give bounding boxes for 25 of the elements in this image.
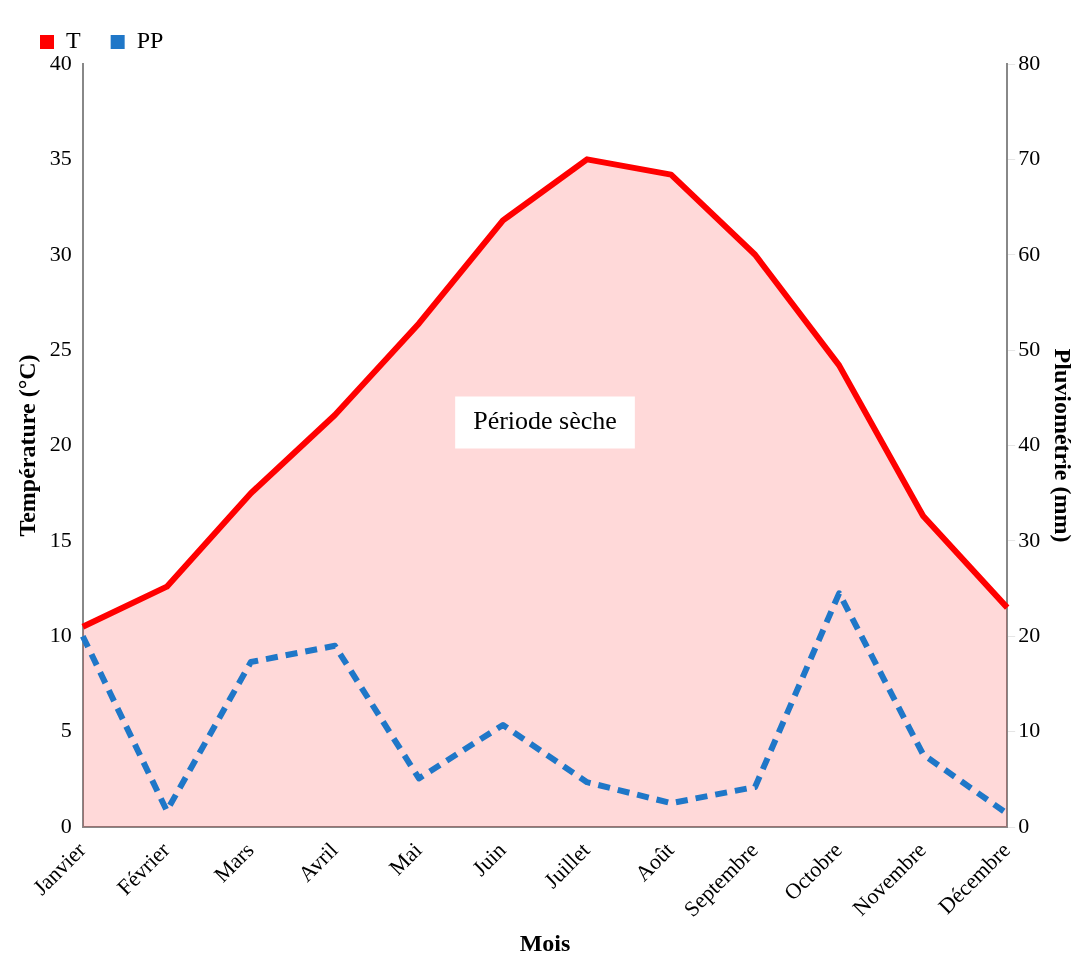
legend-label: PP — [136, 27, 164, 54]
annotation: Période sèche — [473, 406, 617, 436]
y2-tick-label: 10 — [1018, 717, 1041, 743]
y2-tick-label: 70 — [1018, 145, 1041, 171]
y2-axis-title: Pluviométrie (mm) — [1050, 348, 1077, 543]
y-tick-label: 0 — [60, 812, 72, 838]
x-axis-title: Mois — [519, 929, 571, 956]
y2-tick-label: 60 — [1018, 240, 1041, 266]
y2-tick-label: 0 — [1018, 812, 1030, 838]
x-tick-label: Mai — [383, 837, 427, 881]
y-tick-label: 30 — [49, 240, 72, 266]
y-axis-title: Température (°C) — [13, 354, 40, 537]
y2-tick-label: 30 — [1018, 526, 1041, 552]
y-tick-label: 10 — [49, 622, 72, 648]
y2-tick-label: 40 — [1018, 431, 1041, 457]
y-tick-label: 5 — [60, 717, 72, 743]
y-tick-label: 25 — [49, 335, 72, 361]
y2-tick-label: 50 — [1018, 335, 1041, 361]
y2-tick-label: 20 — [1018, 622, 1041, 648]
y-tick-label: 35 — [49, 145, 72, 171]
y2-tick-label: 80 — [1018, 49, 1041, 75]
y-tick-label: 20 — [49, 431, 72, 457]
x-tick-label: Août — [629, 837, 679, 887]
y-tick-label: 15 — [49, 526, 72, 552]
x-tick-label: Juin — [466, 837, 511, 881]
